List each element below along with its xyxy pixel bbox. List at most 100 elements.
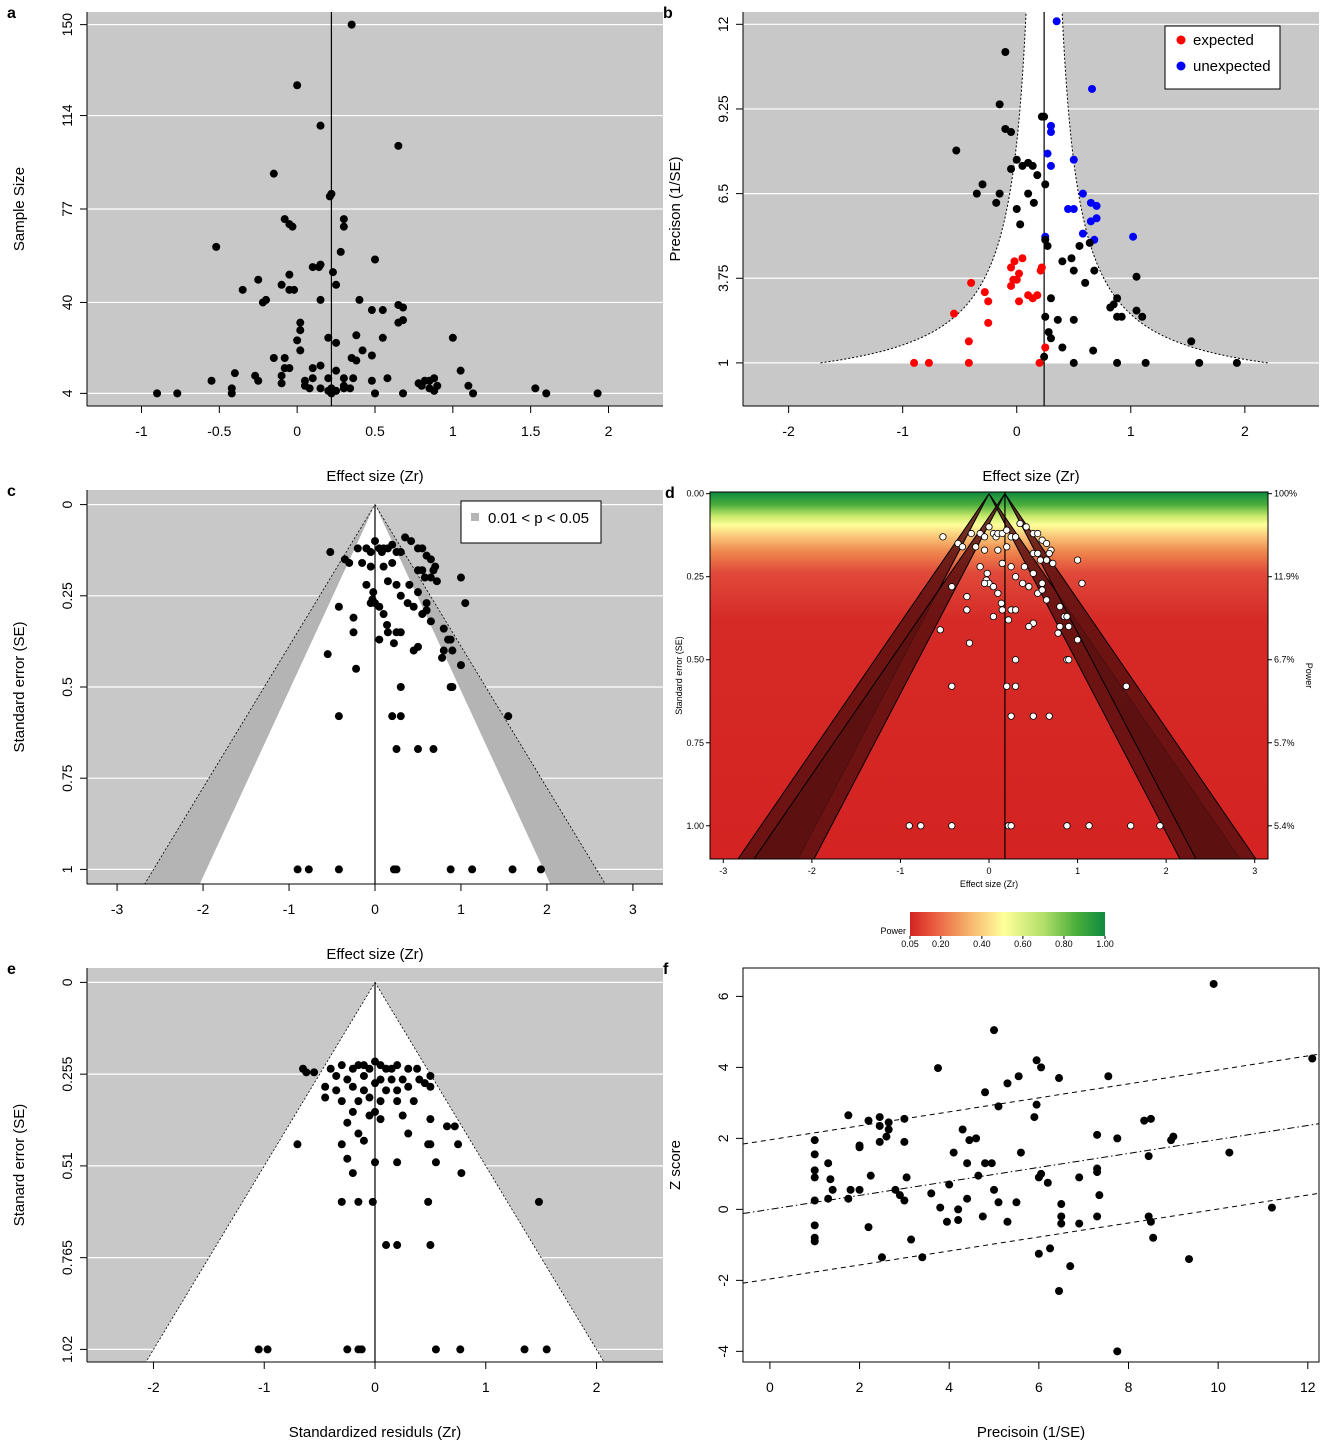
data-point [1093,1212,1102,1221]
data-point [1045,712,1053,720]
data-point [409,1097,418,1106]
data-point [1069,266,1078,275]
data-point [1113,1347,1122,1356]
plot-area [87,490,663,884]
data-point [326,548,335,557]
colorbar [910,912,1105,936]
data-point [153,389,162,398]
x-tick-label: -3 [719,866,727,876]
data-point [1003,543,1011,551]
data-point [1037,1063,1046,1072]
data-point [1019,579,1027,587]
data-point [365,1093,374,1102]
data-point [376,1115,385,1124]
panel-label: f [663,961,669,978]
data-point [316,295,325,304]
data-point [1132,306,1141,315]
data-point [980,288,989,297]
data-point [293,81,302,90]
data-point [334,712,343,721]
data-point [1085,822,1093,830]
data-point [1057,1219,1066,1228]
x-axis-label: Effect size (Zr) [326,468,423,485]
data-point [1033,171,1042,180]
data-point [1113,294,1122,303]
y-tick-label: -4 [715,1345,731,1358]
x-axis-label: Effect size (Zr) [326,946,423,963]
data-point [1063,822,1071,830]
data-point [1040,352,1049,361]
data-point [1169,1132,1178,1141]
data-point [305,384,314,393]
y-axis-label: Sample Size [11,167,28,251]
data-point [393,1086,402,1095]
x-tick-label: 1 [482,1379,490,1395]
data-point [409,602,418,611]
data-point [339,374,348,383]
x-tick-label: 0 [766,1379,774,1395]
x-tick-label: 0 [986,866,991,876]
x-tick-label: -2 [147,1379,160,1395]
data-point [1034,549,1042,558]
data-point [1022,523,1030,531]
data-point [417,381,426,390]
data-point [332,366,341,375]
data-point [354,1197,363,1206]
data-point [990,1185,999,1194]
data-point [1209,979,1218,988]
data-point [354,1061,363,1070]
data-point [1088,84,1097,93]
data-point [456,366,465,375]
x-axis-label: Effect size (Zr) [960,879,1018,889]
data-point [230,369,239,378]
x-tick-label: -2 [782,423,795,439]
data-point [1028,161,1037,170]
data-point [443,1122,451,1131]
data-point [392,745,401,754]
data-point [293,865,302,874]
legend-box [1164,25,1281,90]
panel-e: -2 -1 0 1 2 0 0.255 0.51 0.765 1.02 Standardized r… [7,961,663,1441]
data-point [958,1125,967,1134]
data-point [1156,822,1164,830]
y-axis-label: Precison (1/SE) [667,156,684,261]
data-point [1185,1255,1194,1264]
data-point [212,242,221,251]
data-point [1046,334,1055,343]
data-point [1035,358,1044,367]
data-point [1056,622,1064,631]
data-point [985,523,993,531]
data-point [345,558,354,567]
data-point [1007,164,1016,173]
data-point [1053,315,1062,324]
data-point [1003,1217,1012,1226]
data-point [332,1071,341,1080]
data-point [1090,266,1099,275]
colorbar-tick-label: 0.40 [973,939,991,949]
data-point [1033,291,1042,300]
x-tick-label: 3 [629,901,637,917]
data-point [1089,346,1098,355]
data-point [382,1086,391,1095]
regression-line [743,1053,1319,1145]
data-point [439,624,448,633]
data-point [954,1216,963,1225]
data-point [343,1345,352,1354]
data-point [1132,272,1141,281]
data-point [1065,656,1073,664]
data-point [359,1086,368,1095]
data-point [536,865,545,874]
data-point [1011,682,1020,690]
y-tick-label: 4 [59,389,75,397]
data-point [448,333,457,342]
data-point [369,588,378,597]
data-point [983,569,991,577]
data-point [393,1158,402,1167]
x-tick-label: -1 [258,1379,271,1395]
data-point [980,546,989,554]
data-point [1063,612,1071,621]
data-point [1043,241,1052,250]
data-point [1085,238,1094,247]
